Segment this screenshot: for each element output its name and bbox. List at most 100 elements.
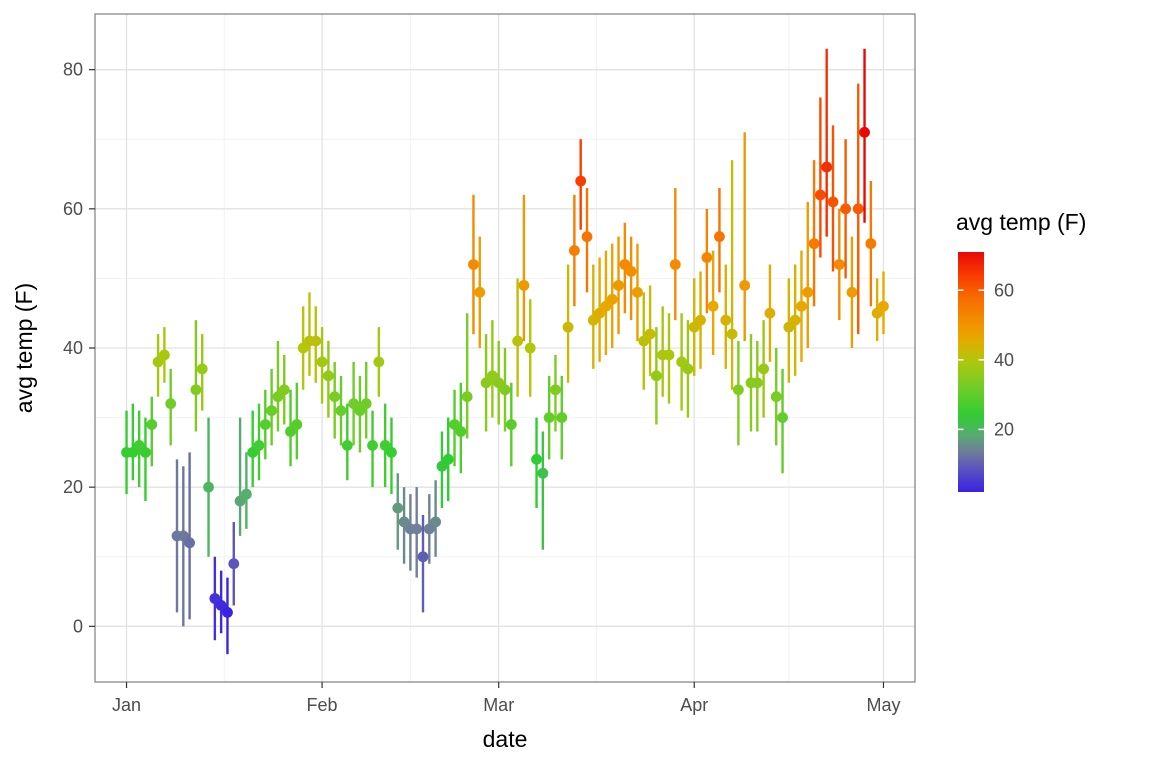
pointrange xyxy=(228,521,240,606)
pointrange xyxy=(859,48,870,223)
pointrange xyxy=(846,236,858,348)
pointrange xyxy=(499,348,511,432)
colorbar-tick-label: 20 xyxy=(994,419,1014,439)
pointrange xyxy=(259,389,271,460)
data-point xyxy=(808,238,820,250)
pointrange xyxy=(524,299,536,397)
x-tick-label: May xyxy=(866,695,900,715)
y-axis-title: avg temp (F) xyxy=(11,283,37,413)
data-point xyxy=(739,279,751,291)
data-point xyxy=(209,593,221,604)
pointrange xyxy=(587,264,599,369)
pointrange xyxy=(840,139,852,279)
data-point xyxy=(379,440,391,451)
data-point xyxy=(840,203,852,215)
data-point xyxy=(417,551,429,563)
pointrange xyxy=(512,278,524,397)
data-point xyxy=(354,405,366,417)
data-point xyxy=(505,419,517,430)
pointrange xyxy=(291,382,303,460)
pointrange xyxy=(707,250,719,355)
pointrange xyxy=(177,466,189,627)
y-tick-label: 80 xyxy=(63,60,83,80)
pointrange xyxy=(568,194,580,307)
pointrange xyxy=(234,417,246,536)
data-point xyxy=(512,335,524,347)
pointrange xyxy=(146,396,158,467)
pointrange xyxy=(796,250,807,362)
y-tick-label: 60 xyxy=(63,199,83,219)
pointrange xyxy=(436,431,448,509)
data-point xyxy=(228,558,240,570)
data-point xyxy=(259,419,271,430)
pointrange xyxy=(348,361,360,446)
data-point xyxy=(669,259,681,270)
data-point xyxy=(133,440,145,451)
pointrange xyxy=(619,222,631,314)
pointrange xyxy=(449,389,460,467)
data-point xyxy=(461,391,473,403)
data-point xyxy=(852,203,864,215)
data-point xyxy=(650,370,662,382)
pointrange xyxy=(310,306,322,383)
pointrange xyxy=(518,194,530,342)
data-point xyxy=(177,530,189,542)
pointrange xyxy=(764,264,776,362)
pointrange xyxy=(770,348,782,446)
data-point xyxy=(291,419,303,430)
pointrange xyxy=(240,452,252,529)
data-point xyxy=(695,314,706,326)
pointrange xyxy=(625,236,637,321)
data-point xyxy=(127,446,139,458)
pointrange xyxy=(720,264,732,369)
data-point xyxy=(449,419,460,430)
pointrange xyxy=(789,264,801,376)
pointrange xyxy=(676,313,688,411)
data-point xyxy=(562,321,574,333)
pointrange xyxy=(184,452,196,620)
colorbar-gradient xyxy=(958,252,984,492)
colorbar-tick-label: 40 xyxy=(994,350,1014,370)
pointrange xyxy=(543,375,555,460)
data-point xyxy=(430,516,442,528)
data-point xyxy=(878,300,889,312)
data-point xyxy=(278,384,290,396)
pointrange xyxy=(222,577,233,655)
pointrange xyxy=(852,83,864,335)
pointrange xyxy=(669,187,681,321)
pointrange xyxy=(650,327,662,425)
data-point xyxy=(329,391,341,403)
data-point xyxy=(606,293,618,305)
data-point xyxy=(758,363,770,375)
data-point xyxy=(524,342,536,354)
data-point xyxy=(802,286,814,298)
legend-title: avg temp (F) xyxy=(956,209,1086,235)
pointrange xyxy=(417,515,429,613)
data-point xyxy=(455,426,467,437)
data-point xyxy=(266,405,278,417)
pointrange xyxy=(777,368,788,474)
axes-layer: Jan Feb Mar Apr May 0 20 40 60 80 xyxy=(63,60,901,715)
pointrange xyxy=(329,361,341,439)
data-point xyxy=(341,440,353,451)
x-tick-label: Jan xyxy=(112,695,141,715)
data-point xyxy=(587,314,599,326)
pointrange xyxy=(632,243,643,342)
data-point xyxy=(550,384,561,396)
data-point xyxy=(682,363,694,375)
pointrange xyxy=(423,494,435,564)
data-point xyxy=(531,453,542,465)
pointrange xyxy=(127,403,139,481)
pointrange xyxy=(751,341,763,432)
pointrange xyxy=(682,320,694,418)
data-point xyxy=(215,600,227,611)
pointrange xyxy=(379,403,391,488)
data-point xyxy=(556,412,568,423)
data-point xyxy=(732,384,744,396)
data-point xyxy=(398,516,410,528)
pointrange xyxy=(833,208,845,321)
data-point xyxy=(751,377,763,389)
data-point xyxy=(518,279,530,291)
data-point xyxy=(140,446,151,458)
